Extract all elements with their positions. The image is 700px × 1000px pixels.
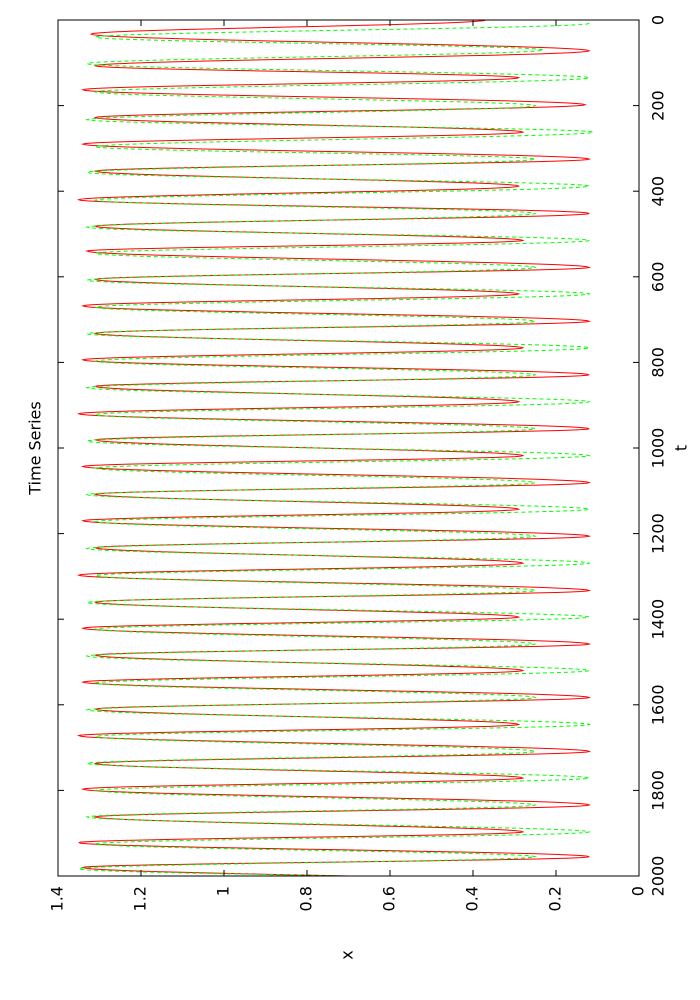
- plot-frame: [57, 19, 640, 877]
- label-layer: 020040060080010001200140016001800200000.…: [48, 15, 668, 912]
- y-tick-label: 1: [214, 886, 233, 896]
- series-layer: [76, 19, 596, 877]
- x-tick-label: 800: [649, 347, 668, 378]
- x-tick-label: 1200: [649, 513, 668, 554]
- y-tick-label: 0.4: [463, 886, 482, 911]
- series-line-2: [76, 22, 596, 877]
- x-tick-label: 600: [649, 262, 668, 293]
- y-tick-label: 1.2: [131, 886, 150, 911]
- x-tick-label: 200: [649, 90, 668, 121]
- chart-title: Time Series: [26, 401, 45, 495]
- x-tick-label: 2000: [649, 856, 668, 897]
- y-axis-label: x: [338, 950, 357, 959]
- y-tick-label: 0: [629, 886, 648, 896]
- y-tick-label: 1.4: [48, 886, 67, 911]
- x-tick-label: 400: [649, 176, 668, 207]
- y-tick-label: 0.2: [546, 886, 565, 911]
- x-tick-label: 1400: [649, 599, 668, 640]
- y-tick-label: 0.8: [297, 886, 316, 911]
- tick-layer: [57, 19, 640, 877]
- x-axis-label: t: [672, 445, 691, 451]
- x-tick-label: 1000: [649, 428, 668, 469]
- x-tick-label: 1600: [649, 684, 668, 725]
- x-tick-label: 1800: [649, 770, 668, 811]
- x-tick-label: 0: [649, 15, 668, 25]
- y-tick-label: 0.6: [380, 886, 399, 911]
